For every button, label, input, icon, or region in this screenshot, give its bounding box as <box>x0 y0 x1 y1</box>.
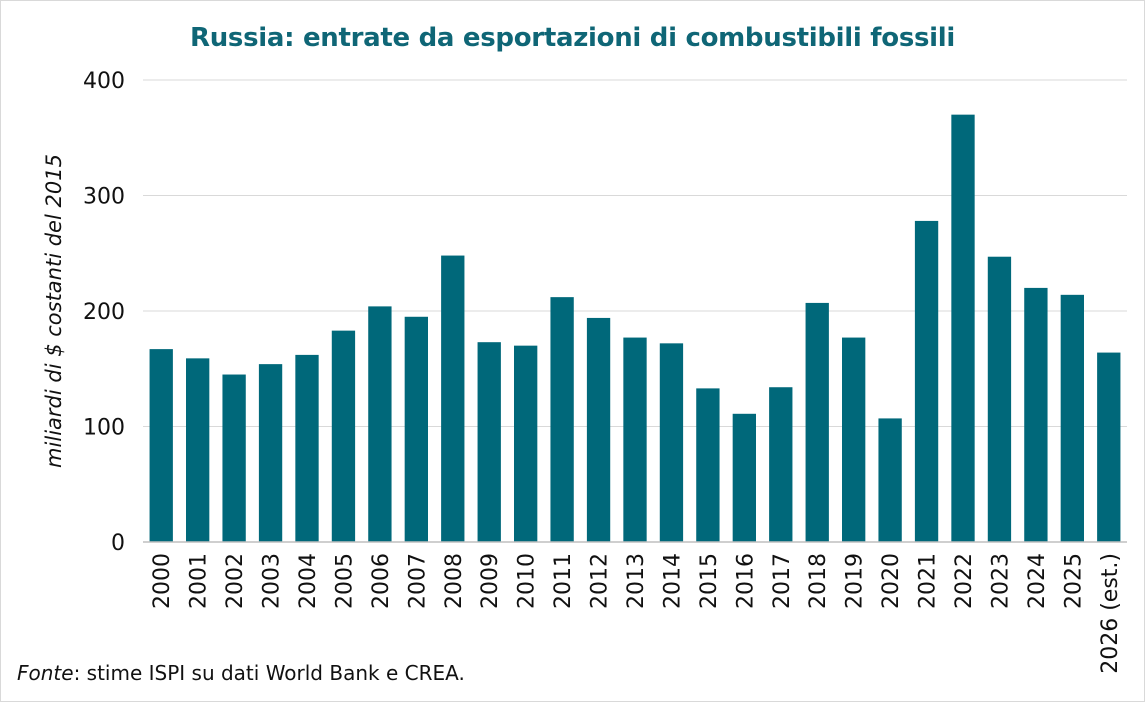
source-text: : stime ISPI su dati World Bank e CREA. <box>73 661 465 685</box>
bar-2016 <box>732 413 756 542</box>
bar-2014 <box>659 343 684 542</box>
bar-2025 <box>1060 294 1084 542</box>
chart-title: Russia: entrate da esportazioni di combu… <box>189 23 956 53</box>
bar-2003 <box>258 364 283 542</box>
bar-2022 <box>951 114 975 543</box>
x-tick-label: 2024 <box>1025 553 1050 609</box>
x-tick-label: 2021 <box>916 553 941 609</box>
x-tick-label: 2015 <box>697 553 722 609</box>
x-tick-label: 2006 <box>369 553 394 609</box>
bar-2019 <box>842 337 866 542</box>
bar-2015 <box>696 388 720 542</box>
bar-2006 <box>368 306 392 542</box>
x-tick-label: 2009 <box>478 553 503 609</box>
x-tick-label: 2008 <box>442 553 467 609</box>
x-tick-label: 2020 <box>879 553 904 609</box>
x-tick-label: 2001 <box>187 553 212 609</box>
x-tick-label: 2003 <box>260 553 285 609</box>
y-tick-label: 0 <box>111 531 125 556</box>
source-note: Fonte: stime ISPI su dati World Bank e C… <box>17 661 465 685</box>
y-tick-label: 400 <box>83 69 125 94</box>
bar-2013 <box>623 337 647 542</box>
source-label: Fonte <box>17 661 74 685</box>
x-tick-label: 2016 <box>733 553 758 609</box>
bar-2007 <box>404 316 428 542</box>
bar-2000 <box>149 349 173 542</box>
bar-2001 <box>186 358 210 542</box>
bar-2004 <box>295 354 319 542</box>
bar-2002 <box>222 374 246 542</box>
y-tick-label: 100 <box>83 416 125 441</box>
bar-2010 <box>514 345 538 542</box>
x-tick-label: 2012 <box>588 553 613 609</box>
bars <box>149 114 1121 543</box>
bar-2020 <box>878 418 902 542</box>
x-tick-label: 2002 <box>223 553 248 609</box>
x-tick-label: 2000 <box>150 553 175 609</box>
x-tick-label: 2017 <box>770 553 795 609</box>
x-tick-label: 2011 <box>551 553 576 609</box>
x-tick-label: 2005 <box>332 553 357 609</box>
y-axis-ticks: 0 100 200 300 400 <box>83 69 125 556</box>
bar-2024 <box>1024 287 1048 542</box>
bar-2012 <box>586 317 611 542</box>
bar-2011 <box>550 297 574 542</box>
bar-2005 <box>331 330 356 542</box>
x-tick-label: 2019 <box>843 553 868 609</box>
y-tick-label: 200 <box>83 300 125 325</box>
x-tick-label: 2018 <box>806 553 831 609</box>
x-tick-label: 2022 <box>952 553 977 609</box>
x-tick-label: 2004 <box>296 553 321 609</box>
x-tick-label: 2014 <box>660 553 685 609</box>
bar-2017 <box>769 387 793 542</box>
x-tick-label: 2025 <box>1061 553 1086 609</box>
x-tick-label: 2023 <box>988 553 1013 609</box>
x-tick-label: 2007 <box>405 553 430 609</box>
bar-2021 <box>914 220 939 542</box>
bar-2023 <box>987 256 1012 542</box>
x-tick-label: 2010 <box>515 553 540 609</box>
x-tick-label: 2013 <box>624 553 649 609</box>
bar-2008 <box>441 255 465 542</box>
bar-2026-est <box>1097 352 1121 542</box>
bar-2009 <box>477 342 501 542</box>
y-tick-label: 300 <box>83 185 125 210</box>
x-axis-ticks: 2000 2001 2002 2003 2004 2005 2006 2007 2008 2009… <box>150 553 1123 674</box>
bar-2018 <box>805 302 829 542</box>
x-tick-label: 2026 (est.) <box>1098 553 1123 674</box>
y-axis-label: miliardi di $ costanti del 2015 <box>42 154 66 468</box>
